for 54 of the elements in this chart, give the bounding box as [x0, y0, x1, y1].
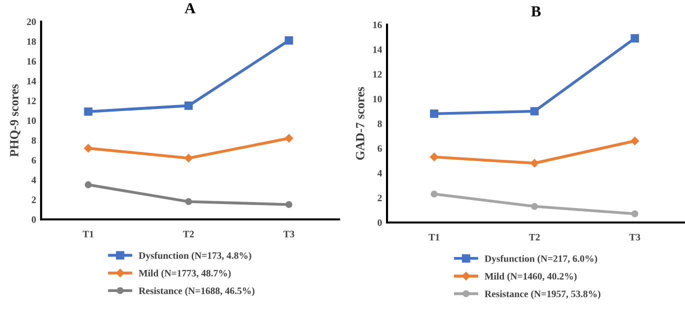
y-axis-title: GAD-7 scores	[356, 87, 364, 160]
x-tick-label: T3	[629, 234, 640, 240]
point	[284, 36, 294, 45]
y-tick-label: 6	[32, 156, 36, 164]
point	[430, 152, 438, 162]
x-tick-label: T1	[82, 230, 94, 238]
chart-title: B	[531, 6, 541, 16]
point	[530, 159, 539, 168]
point	[285, 201, 292, 208]
y-tick-label: 0	[32, 216, 36, 223]
point	[185, 198, 192, 206]
point	[284, 134, 294, 142]
x-tick-label: T3	[283, 230, 294, 238]
point	[84, 144, 92, 152]
point	[184, 102, 193, 110]
y-tick-label: 16	[373, 22, 382, 28]
legend-label: Dysfunction (N=217, 6.0%)	[484, 254, 598, 264]
point	[430, 110, 438, 118]
point	[430, 190, 438, 198]
y-tick-label: 12	[27, 98, 36, 104]
y-tick-label: 2	[378, 194, 382, 202]
x-tick-label: T2	[528, 234, 540, 240]
y-tick-label: 14	[373, 46, 382, 53]
chart-title: A	[184, 3, 196, 14]
legend-label: Dysfunction (N=173, 4.8%)	[138, 252, 252, 261]
point	[84, 181, 92, 188]
legend-label: Resistance (N=1957, 53.8%)	[484, 290, 600, 300]
y-axis-title: PHQ-9 scores	[10, 84, 20, 157]
point	[530, 107, 539, 116]
y-tick-label: 0	[378, 219, 382, 226]
y-tick-label: 8	[32, 137, 36, 144]
legend-label: Mild (N=1460, 40.2%)	[484, 272, 577, 282]
y-tick-label: 4	[377, 170, 382, 176]
y-tick-label: 4	[32, 176, 36, 184]
y-tick-label: 18	[27, 38, 36, 45]
point	[631, 210, 638, 218]
y-tick-label: 16	[27, 58, 36, 65]
y-tick-label: 12	[373, 71, 382, 78]
y-tick-label: 2	[32, 196, 36, 203]
point	[531, 202, 538, 210]
point	[184, 154, 193, 162]
x-tick-label: T2	[183, 230, 194, 238]
y-tick-label: 8	[378, 120, 382, 128]
y-tick-label: 14	[27, 78, 36, 84]
point	[630, 34, 640, 42]
x-tick-label: T1	[428, 234, 440, 240]
legend-label: Mild (N=1773, 48.7%)	[138, 270, 231, 278]
y-tick-label: 10	[27, 117, 36, 124]
y-tick-label: 10	[373, 96, 382, 102]
point	[630, 136, 639, 146]
y-tick-label: 20	[26, 18, 36, 26]
y-tick-label: 6	[378, 145, 382, 152]
legend-label: Resistance (N=1688, 46.5%)	[138, 287, 254, 296]
point	[84, 107, 92, 116]
